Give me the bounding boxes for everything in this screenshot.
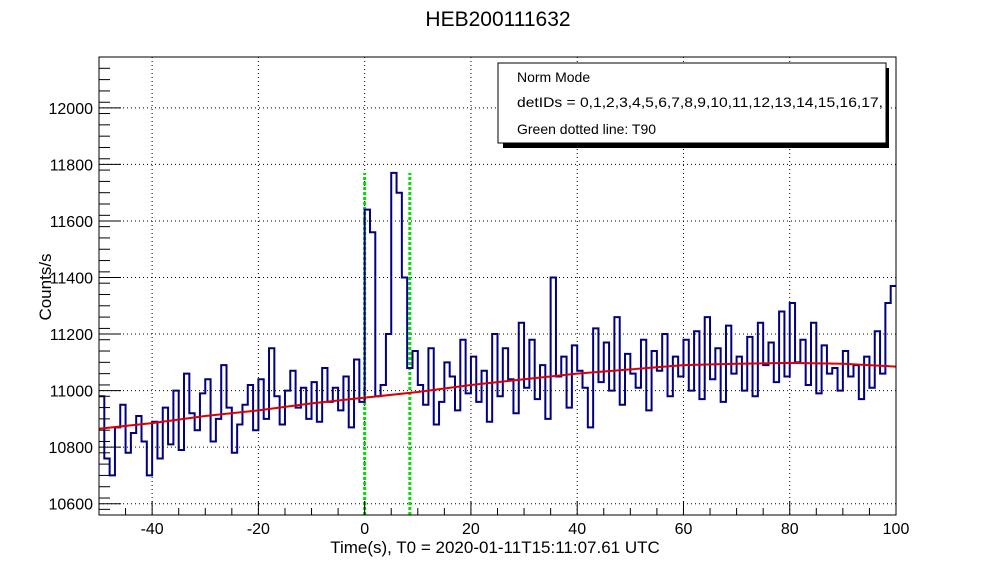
light-curve-line <box>99 171 896 477</box>
t90-lines <box>363 172 412 515</box>
y-tick-label: 11800 <box>50 157 93 174</box>
tick-labels: -40 -20 0 20 40 60 80 100 10600 10800 11000 11200 11… <box>49 101 910 538</box>
legend-entry-detids: detIDs = 0,1,2,3,4,5,6,7,8,9,10,11,12,13… <box>517 94 883 110</box>
x-tick-label: 0 <box>360 521 369 538</box>
data-layer <box>98 171 897 477</box>
y-tick-label: 12000 <box>49 101 94 118</box>
legend-entry-mode: Norm Mode <box>517 69 590 85</box>
x-tick-label: 60 <box>675 521 693 538</box>
y-tick-label: 10600 <box>49 497 94 514</box>
chart-title: HEB200111632 <box>425 8 570 31</box>
x-axis-label: Time(s), T0 = 2020-01-11T15:11:07.61 UTC <box>330 538 660 557</box>
x-tick-label: 40 <box>568 521 586 538</box>
y-tick-label: 11200 <box>50 327 93 344</box>
y-tick-label: 11400 <box>50 271 93 288</box>
legend: Norm Mode detIDs = 0,1,2,3,4,5,6,7,8,9,1… <box>497 62 889 148</box>
y-tick-label: 10800 <box>49 440 94 457</box>
background-fit-line <box>98 361 897 430</box>
y-tick-label: 11000 <box>50 384 93 401</box>
x-tick-label: 80 <box>781 521 799 538</box>
legend-box <box>497 62 887 144</box>
y-axis-label: Counts/s <box>36 253 55 320</box>
x-tick-label: -20 <box>247 521 270 538</box>
x-tick-label: 100 <box>883 521 910 538</box>
legend-entry-t90: Green dotted line: T90 <box>517 121 656 137</box>
x-tick-label: 20 <box>462 521 480 538</box>
axis-ticks <box>98 56 897 515</box>
x-tick-label: -40 <box>141 521 164 538</box>
y-tick-label: 11600 <box>50 214 93 231</box>
